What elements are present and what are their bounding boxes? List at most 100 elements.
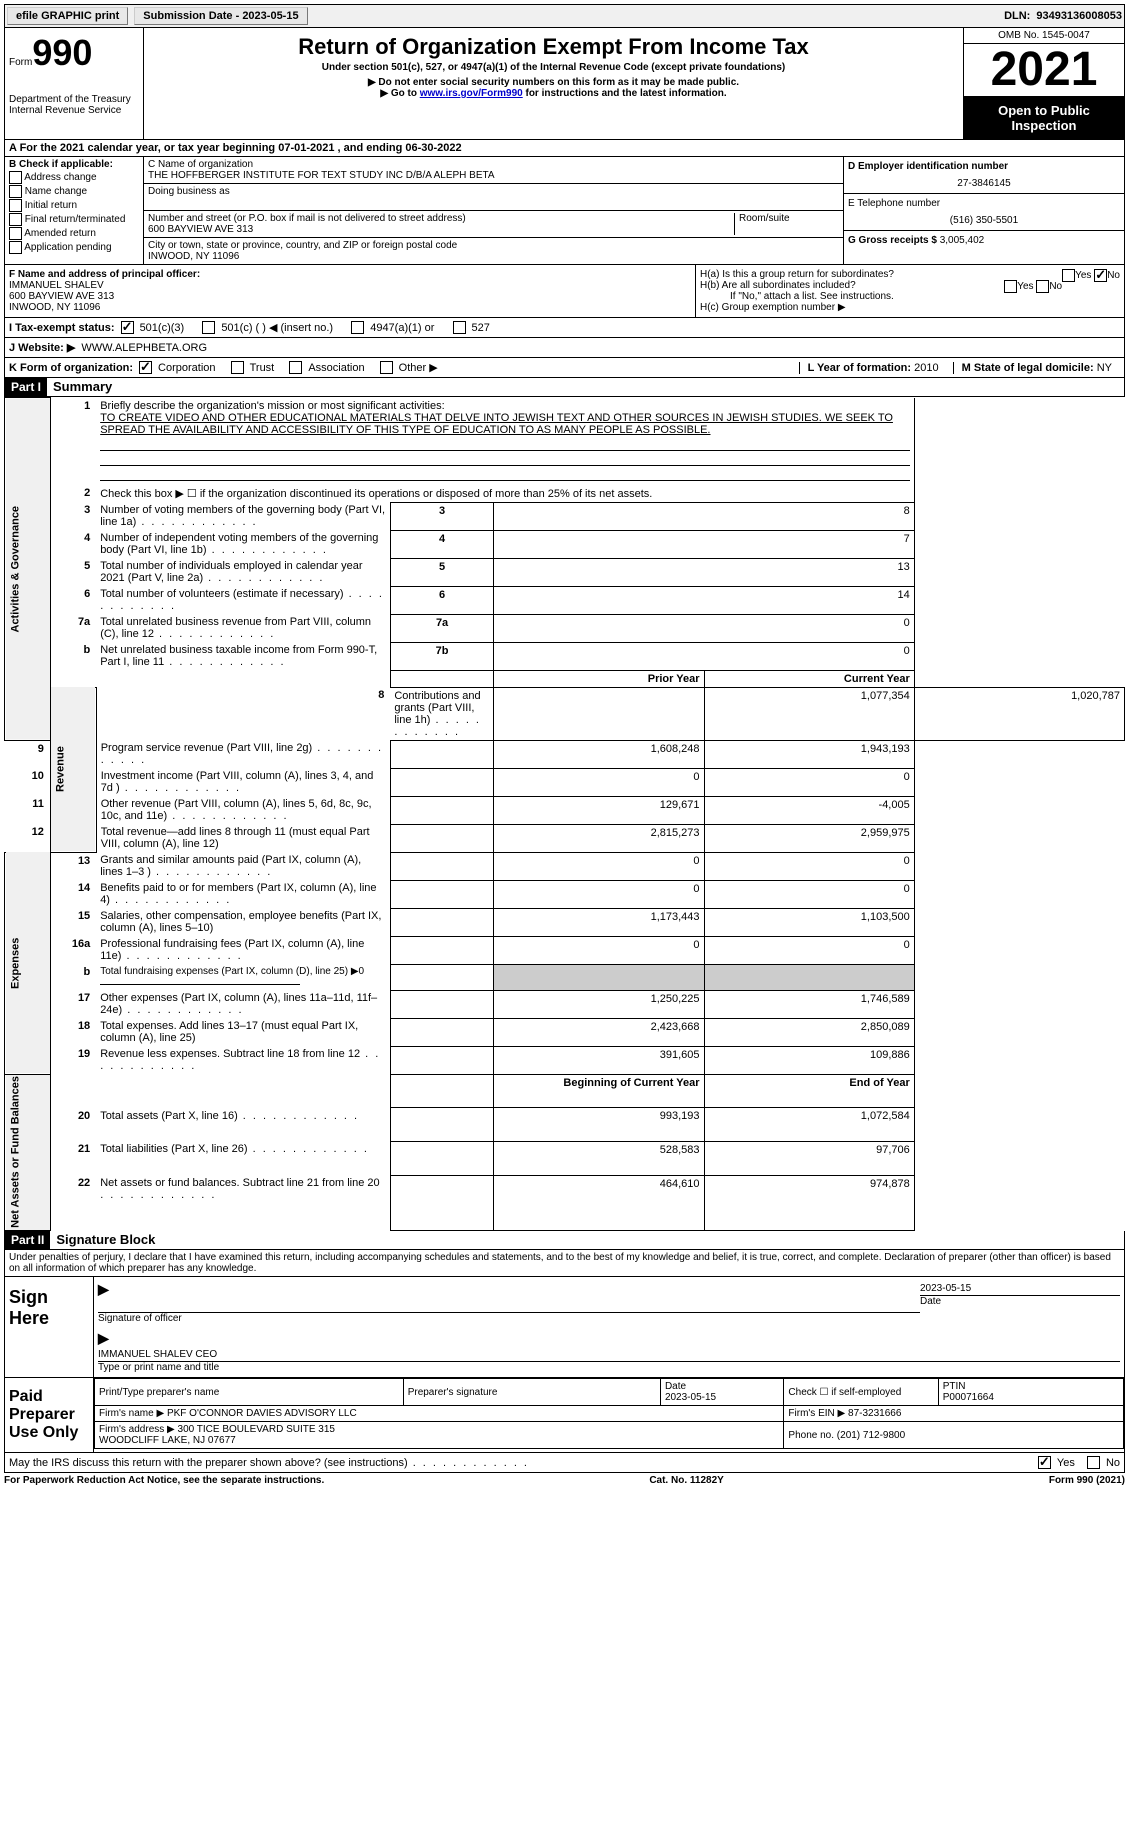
ha-yes[interactable] [1062,269,1075,282]
val-7b: 0 [494,642,914,670]
form-id-cell: Form990 Department of the Treasury Inter… [5,28,144,139]
val-5: 13 [494,558,914,586]
officer-addr1: 600 BAYVIEW AVE 313 [9,291,114,302]
col-c-org: C Name of organization THE HOFFBERGER IN… [144,157,843,264]
form-number: 990 [32,32,92,73]
open-inspection: Open to Public Inspection [964,97,1124,139]
val-8c: 1,020,787 [914,687,1124,740]
val-8p: 1,077,354 [704,687,914,740]
val-6: 14 [494,586,914,614]
chk-initial-return[interactable]: Initial return [9,199,139,212]
row-a-tax-year: A For the 2021 calendar year, or tax yea… [4,140,1125,157]
line2-text: Check this box ▶ ☐ if the organization d… [96,485,914,503]
discuss-no[interactable] [1087,1456,1100,1469]
col-d-e-g: D Employer identification number 27-3846… [843,157,1124,264]
org-address: 600 BAYVIEW AVE 313 [148,224,734,235]
omb-number: OMB No. 1545-0047 [964,28,1124,43]
chk-assoc[interactable] [289,361,302,374]
page-footer: For Paperwork Reduction Act Notice, see … [4,1473,1125,1488]
gross-receipts: 3,005,402 [940,235,985,246]
phone-value: (516) 350-5501 [848,215,1120,226]
chk-amended[interactable]: Amended return [9,227,139,240]
chk-corp[interactable] [139,361,152,374]
firm-phone: (201) 712-9800 [837,1430,905,1441]
chk-other[interactable] [380,361,393,374]
row-j-website: J Website: ▶ WWW.ALEPHBETA.ORG [4,338,1125,358]
prep-date: 2023-05-15 [665,1392,716,1403]
website-value: WWW.ALEPHBETA.ORG [81,342,207,354]
chk-501c3[interactable] [121,321,134,334]
dln-label: DLN: [1004,10,1030,22]
chk-app-pending[interactable]: Application pending [9,241,139,254]
h-c: H(c) Group exemption number ▶ [700,302,1120,313]
irs-link[interactable]: www.irs.gov/Form990 [420,88,523,99]
perjury-text: Under penalties of perjury, I declare th… [4,1250,1125,1277]
hdr-prior: Prior Year [494,670,704,687]
chk-4947[interactable] [351,321,364,334]
col-b-checkboxes: B Check if applicable: Address change Na… [5,157,144,264]
hb-no[interactable] [1036,280,1049,293]
row-i-tax-status: I Tax-exempt status: 501(c)(3) 501(c) ( … [4,318,1125,338]
arrow-icon: ▶ [98,1281,109,1297]
entity-info-block: B Check if applicable: Address change Na… [4,157,1125,265]
row-k-l-m: K Form of organization: Corporation Trus… [4,358,1125,378]
h-b: H(b) Are all subordinates included? Yes … [700,280,1120,291]
sig-officer-label: Signature of officer [98,1313,920,1324]
discuss-row: May the IRS discuss this return with the… [4,1453,1125,1473]
submission-date-button[interactable]: Submission Date - 2023-05-15 [134,7,307,25]
chk-name-change[interactable]: Name change [9,185,139,198]
top-bar: efile GRAPHIC print Submission Date - 20… [4,4,1125,28]
year-formation: 2010 [914,362,938,374]
officer-addr2: INWOOD, NY 11096 [9,302,100,313]
ha-no[interactable] [1094,269,1107,282]
sig-date: 2023-05-15 [920,1283,1120,1296]
paid-preparer-label: Paid Preparer Use Only [5,1378,94,1452]
chk-final-return[interactable]: Final return/terminated [9,213,139,226]
ein-value: 27-3846145 [848,178,1120,189]
dept-treasury: Department of the Treasury Internal Reve… [9,94,139,116]
state-domicile: NY [1097,362,1112,374]
date-label: Date [920,1296,1120,1307]
ptin-value: P00071664 [943,1392,994,1403]
mission-text: TO CREATE VIDEO AND OTHER EDUCATIONAL MA… [100,412,893,436]
chk-501c[interactable] [202,321,215,334]
footer-left: For Paperwork Reduction Act Notice, see … [4,1475,324,1486]
dln-value: 93493136008053 [1036,10,1122,22]
hdr-current: Current Year [704,670,914,687]
addr-label: Number and street (or P.O. box if mail i… [148,213,734,224]
chk-address-change[interactable]: Address change [9,171,139,184]
firm-ein: 87-3231666 [848,1408,901,1419]
chk-527[interactable] [453,321,466,334]
summary-table: Activities & Governance 1 Briefly descri… [4,397,1125,1231]
hb-yes[interactable] [1004,280,1017,293]
val-3: 8 [494,502,914,530]
check-self-employed[interactable]: Check ☐ if self-employed [784,1379,938,1406]
c-label: C Name of organization [148,159,839,170]
val-4: 7 [494,530,914,558]
sign-here-block: Sign Here ▶ Signature of officer 2023-05… [4,1277,1125,1378]
chk-trust[interactable] [231,361,244,374]
val-7a: 0 [494,614,914,642]
sign-here-label: Sign Here [5,1277,94,1377]
h-a: H(a) Is this a group return for subordin… [700,269,1120,280]
officer-name: IMMANUEL SHALEV [9,280,104,291]
e-label: E Telephone number [848,198,940,209]
header-title-cell: Return of Organization Exempt From Incom… [144,28,963,139]
org-city: INWOOD, NY 11096 [148,251,839,262]
d-label: D Employer identification number [848,161,1008,172]
vert-netassets: Net Assets or Fund Balances [5,1074,51,1231]
paid-preparer-block: Paid Preparer Use Only Print/Type prepar… [4,1378,1125,1453]
footer-right: Form 990 (2021) [1049,1475,1125,1486]
arrow-icon: ▶ [98,1330,109,1346]
vert-revenue: Revenue [50,687,96,852]
part-i-header: Part ISummary [4,378,1125,397]
g-label: G Gross receipts $ [848,235,937,246]
discuss-yes[interactable] [1038,1456,1051,1469]
footer-mid: Cat. No. 11282Y [649,1475,723,1486]
note-ssn: ▶ Do not enter social security numbers o… [148,77,959,88]
tax-year: 2021 [964,43,1124,97]
header-right-cell: OMB No. 1545-0047 2021 Open to Public In… [963,28,1124,139]
section-f-h: F Name and address of principal officer:… [4,265,1125,318]
efile-print-button[interactable]: efile GRAPHIC print [7,7,128,25]
officer-name-title: IMMANUEL SHALEV CEO [98,1349,1120,1362]
